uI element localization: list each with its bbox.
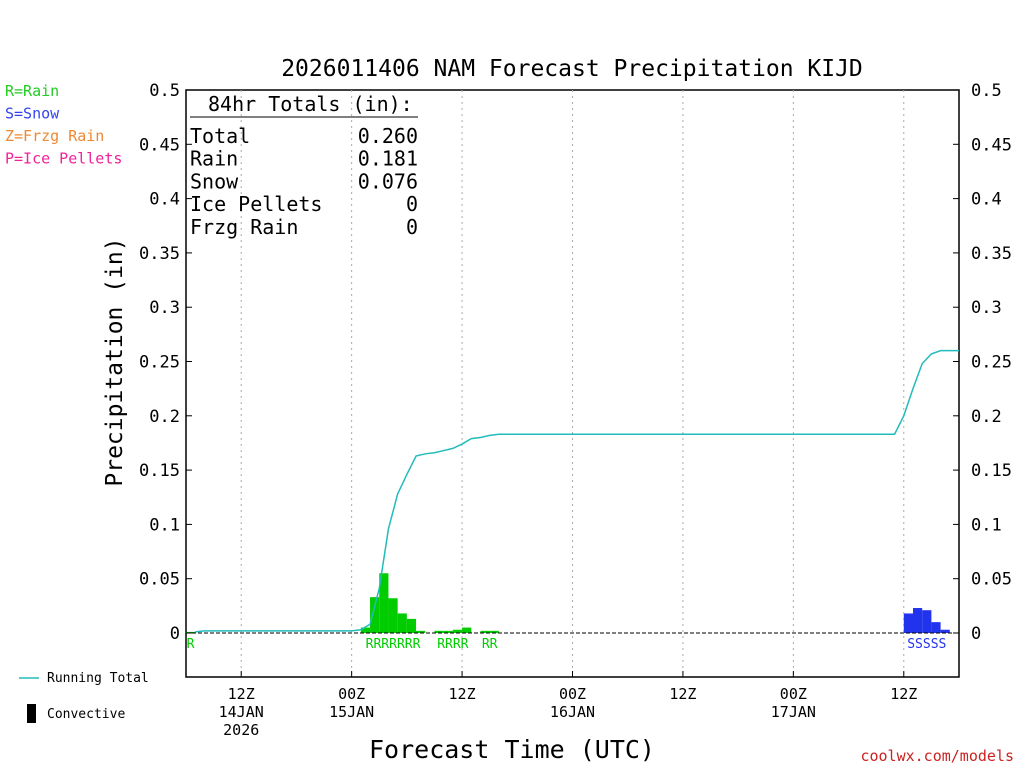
x-tick-label: 00Z [780,685,807,703]
totals-heading: 84hr Totals (in): [208,92,413,116]
totals-row-value: 0 [406,192,418,216]
type-legend-item: P=Ice Pellets [5,150,122,168]
x-tick-label: 15JAN [329,703,374,721]
x-tick-label: 12Z [228,685,255,703]
x-tick-label: 00Z [338,685,365,703]
precip-bar-snow [922,610,932,633]
totals-row-value: 0.076 [358,169,418,193]
totals-box: 84hr Totals (in): Total 0.260 Rain 0.181 Sno… [190,92,418,239]
type-legend-item: R=Rain [5,82,59,100]
y-tick-label-left: 0.3 [149,298,180,318]
y-axis-left: 0 0.05 0.1 0.15 0.2 0.25 0.3 0.35 0.4 0.45 0.5 [139,81,192,644]
x-tick-label: 16JAN [550,703,595,721]
y-tick-label-right: 0.05 [971,570,1012,590]
y-tick-label-right: 0.15 [971,461,1012,481]
precip-bar-rain [388,598,398,633]
precip-bar-rain [360,627,371,633]
precip-bar-snow [903,613,913,633]
totals-row-label: Frzg Rain [190,215,298,239]
precip-bar-rain [416,630,426,633]
x-tick-label: 12Z [669,685,696,703]
precip-type-label: R [187,637,195,652]
y-tick-label-right: 0.35 [971,244,1012,264]
totals-row-value: 0 [406,215,418,239]
precip-type-label: SSSSS [907,637,946,652]
precip-type-labels: R RRRRRRR RRRR RR SSSSS [187,637,947,652]
precip-type-legend: R=Rain S=Snow Z=Frzg Rain P=Ice Pellets [5,82,122,168]
x-tick-label: 00Z [559,685,586,703]
precip-bar-snow [940,629,950,633]
type-legend-item: S=Snow [5,105,60,123]
x-tick-label: 17JAN [771,703,816,721]
y-tick-label-left: 0.1 [149,515,180,535]
bottom-legend: Running Total Convective [19,671,149,723]
totals-rows: Total 0.260 Rain 0.181 Snow 0.076 Ice Pellets 0… [190,124,418,239]
y-axis-label: Precipitation (in) [102,237,128,486]
running-total-legend-label: Running Total [47,671,149,686]
chart-title: 2026011406 NAM Forecast Precipitation KI… [281,56,863,82]
y-tick-label-right: 0.45 [971,135,1012,155]
convective-legend-label: Convective [47,707,125,722]
watermark: coolwx.com/models [860,747,1014,765]
precip-bar-rain [186,631,196,633]
y-tick-label-right: 0.25 [971,353,1012,373]
totals-row-label: Snow [190,169,239,193]
y-tick-label-right: 0.4 [971,190,1002,210]
y-tick-label-left: 0.35 [139,244,180,264]
y-tick-label-right: 0.1 [971,515,1002,535]
y-tick-label-right: 0.3 [971,298,1002,318]
y-tick-label-left: 0.45 [139,135,180,155]
totals-row-value: 0.260 [358,124,418,148]
y-tick-label-right: 0 [971,624,981,644]
precip-bar-rain [370,597,380,633]
y-tick-label-right: 0.2 [971,407,1002,427]
convective-legend-swatch [27,704,36,723]
y-tick-label-left: 0.05 [139,570,180,590]
y-tick-label-left: 0.2 [149,407,180,427]
precip-type-label: RR [482,637,498,652]
y-axis-right: 0 0.05 0.1 0.15 0.2 0.25 0.3 0.35 0.4 0.45 0.5 [953,81,1012,644]
precip-type-label: RRRR [437,637,468,652]
precip-bars [186,573,950,633]
x-tick-label: 12Z [449,685,476,703]
precip-bar-rain [443,630,453,633]
x-tick-label: 12Z [890,685,917,703]
precip-bar-rain [462,627,472,633]
precip-bar-rain [379,573,389,633]
totals-row-value: 0.181 [358,147,418,171]
y-tick-label-right: 0.5 [971,81,1002,101]
precip-bar-rain [406,618,417,633]
running-total-line [195,349,959,633]
precip-bar-snow [912,608,923,633]
precip-bar-rain [489,630,499,633]
precip-bar-snow [931,622,941,633]
y-tick-label-left: 0.25 [139,353,180,373]
x-gridlines [240,90,905,677]
totals-row-label: Rain [190,147,238,171]
x-tick-label: 2026 [223,721,259,739]
y-tick-label-left: 0 [170,624,180,644]
precip-bar-rain [397,613,407,633]
x-axis-label: Forecast Time (UTC) [369,735,655,764]
precip-bar-rain [480,630,490,633]
type-legend-item: Z=Frzg Rain [5,127,104,145]
precip-bar-rain [452,629,463,633]
totals-row-label: Ice Pellets [190,192,322,216]
totals-row-label: Total [190,124,250,148]
x-tick-label: 14JAN [219,703,264,721]
y-tick-label-left: 0.15 [139,461,180,481]
precip-type-label: RRRRRRR [366,637,421,652]
precip-bar-rain [434,630,444,633]
y-tick-label-left: 0.4 [149,190,180,210]
y-tick-label-left: 0.5 [149,81,180,101]
